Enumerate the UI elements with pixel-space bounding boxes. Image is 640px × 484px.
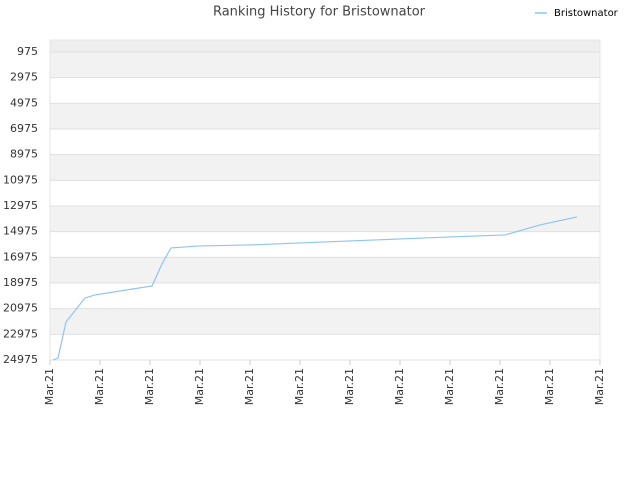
y-tick-label: 12975 <box>3 199 38 212</box>
x-tick-label: Mar.21 <box>43 368 56 405</box>
legend-label: Bristownator <box>554 8 619 19</box>
plot-band <box>50 40 600 52</box>
plot-band <box>50 128 600 155</box>
plot-band <box>50 180 600 206</box>
y-tick-label: 6975 <box>10 122 38 135</box>
plot-band <box>50 257 600 283</box>
y-tick-label: 14975 <box>3 225 38 238</box>
x-tick-label: Mar.21 <box>443 368 456 405</box>
y-tick-label: 8975 <box>10 148 38 161</box>
x-tick-label: Mar.21 <box>543 368 556 405</box>
x-tick-label: Mar.21 <box>243 368 256 405</box>
plot-band <box>50 205 600 232</box>
x-tick-label: Mar.21 <box>293 368 306 405</box>
y-tick-label: 18975 <box>3 276 38 289</box>
chart-title: Ranking History for Bristownator <box>213 5 426 20</box>
y-tick-label: 22975 <box>3 327 38 340</box>
plot-band <box>50 154 600 181</box>
y-tick-label: 4975 <box>10 96 38 109</box>
x-tick-label: Mar.21 <box>593 368 606 405</box>
y-tick-label: 16975 <box>3 250 38 263</box>
y-tick-label: 975 <box>17 45 38 58</box>
y-tick-label: 24975 <box>3 353 38 366</box>
y-tick-label: 20975 <box>3 302 38 315</box>
data-line <box>52 216 578 361</box>
plot-band <box>50 51 600 78</box>
x-tick-label: Mar.21 <box>393 368 406 405</box>
y-tick-label: 2975 <box>10 71 38 84</box>
y-tick-label: 10975 <box>3 173 38 186</box>
plot-band <box>50 77 600 104</box>
plot-band <box>50 282 600 309</box>
x-tick-label: Mar.21 <box>143 368 156 405</box>
x-tick-label: Mar.21 <box>93 368 106 405</box>
x-tick-label: Mar.21 <box>493 368 506 405</box>
plot-band <box>50 334 600 360</box>
plot-band <box>50 231 600 258</box>
plot-band <box>50 308 600 335</box>
x-tick-label: Mar.21 <box>343 368 356 405</box>
x-tick-label: Mar.21 <box>193 368 206 405</box>
plot-band <box>50 103 600 129</box>
